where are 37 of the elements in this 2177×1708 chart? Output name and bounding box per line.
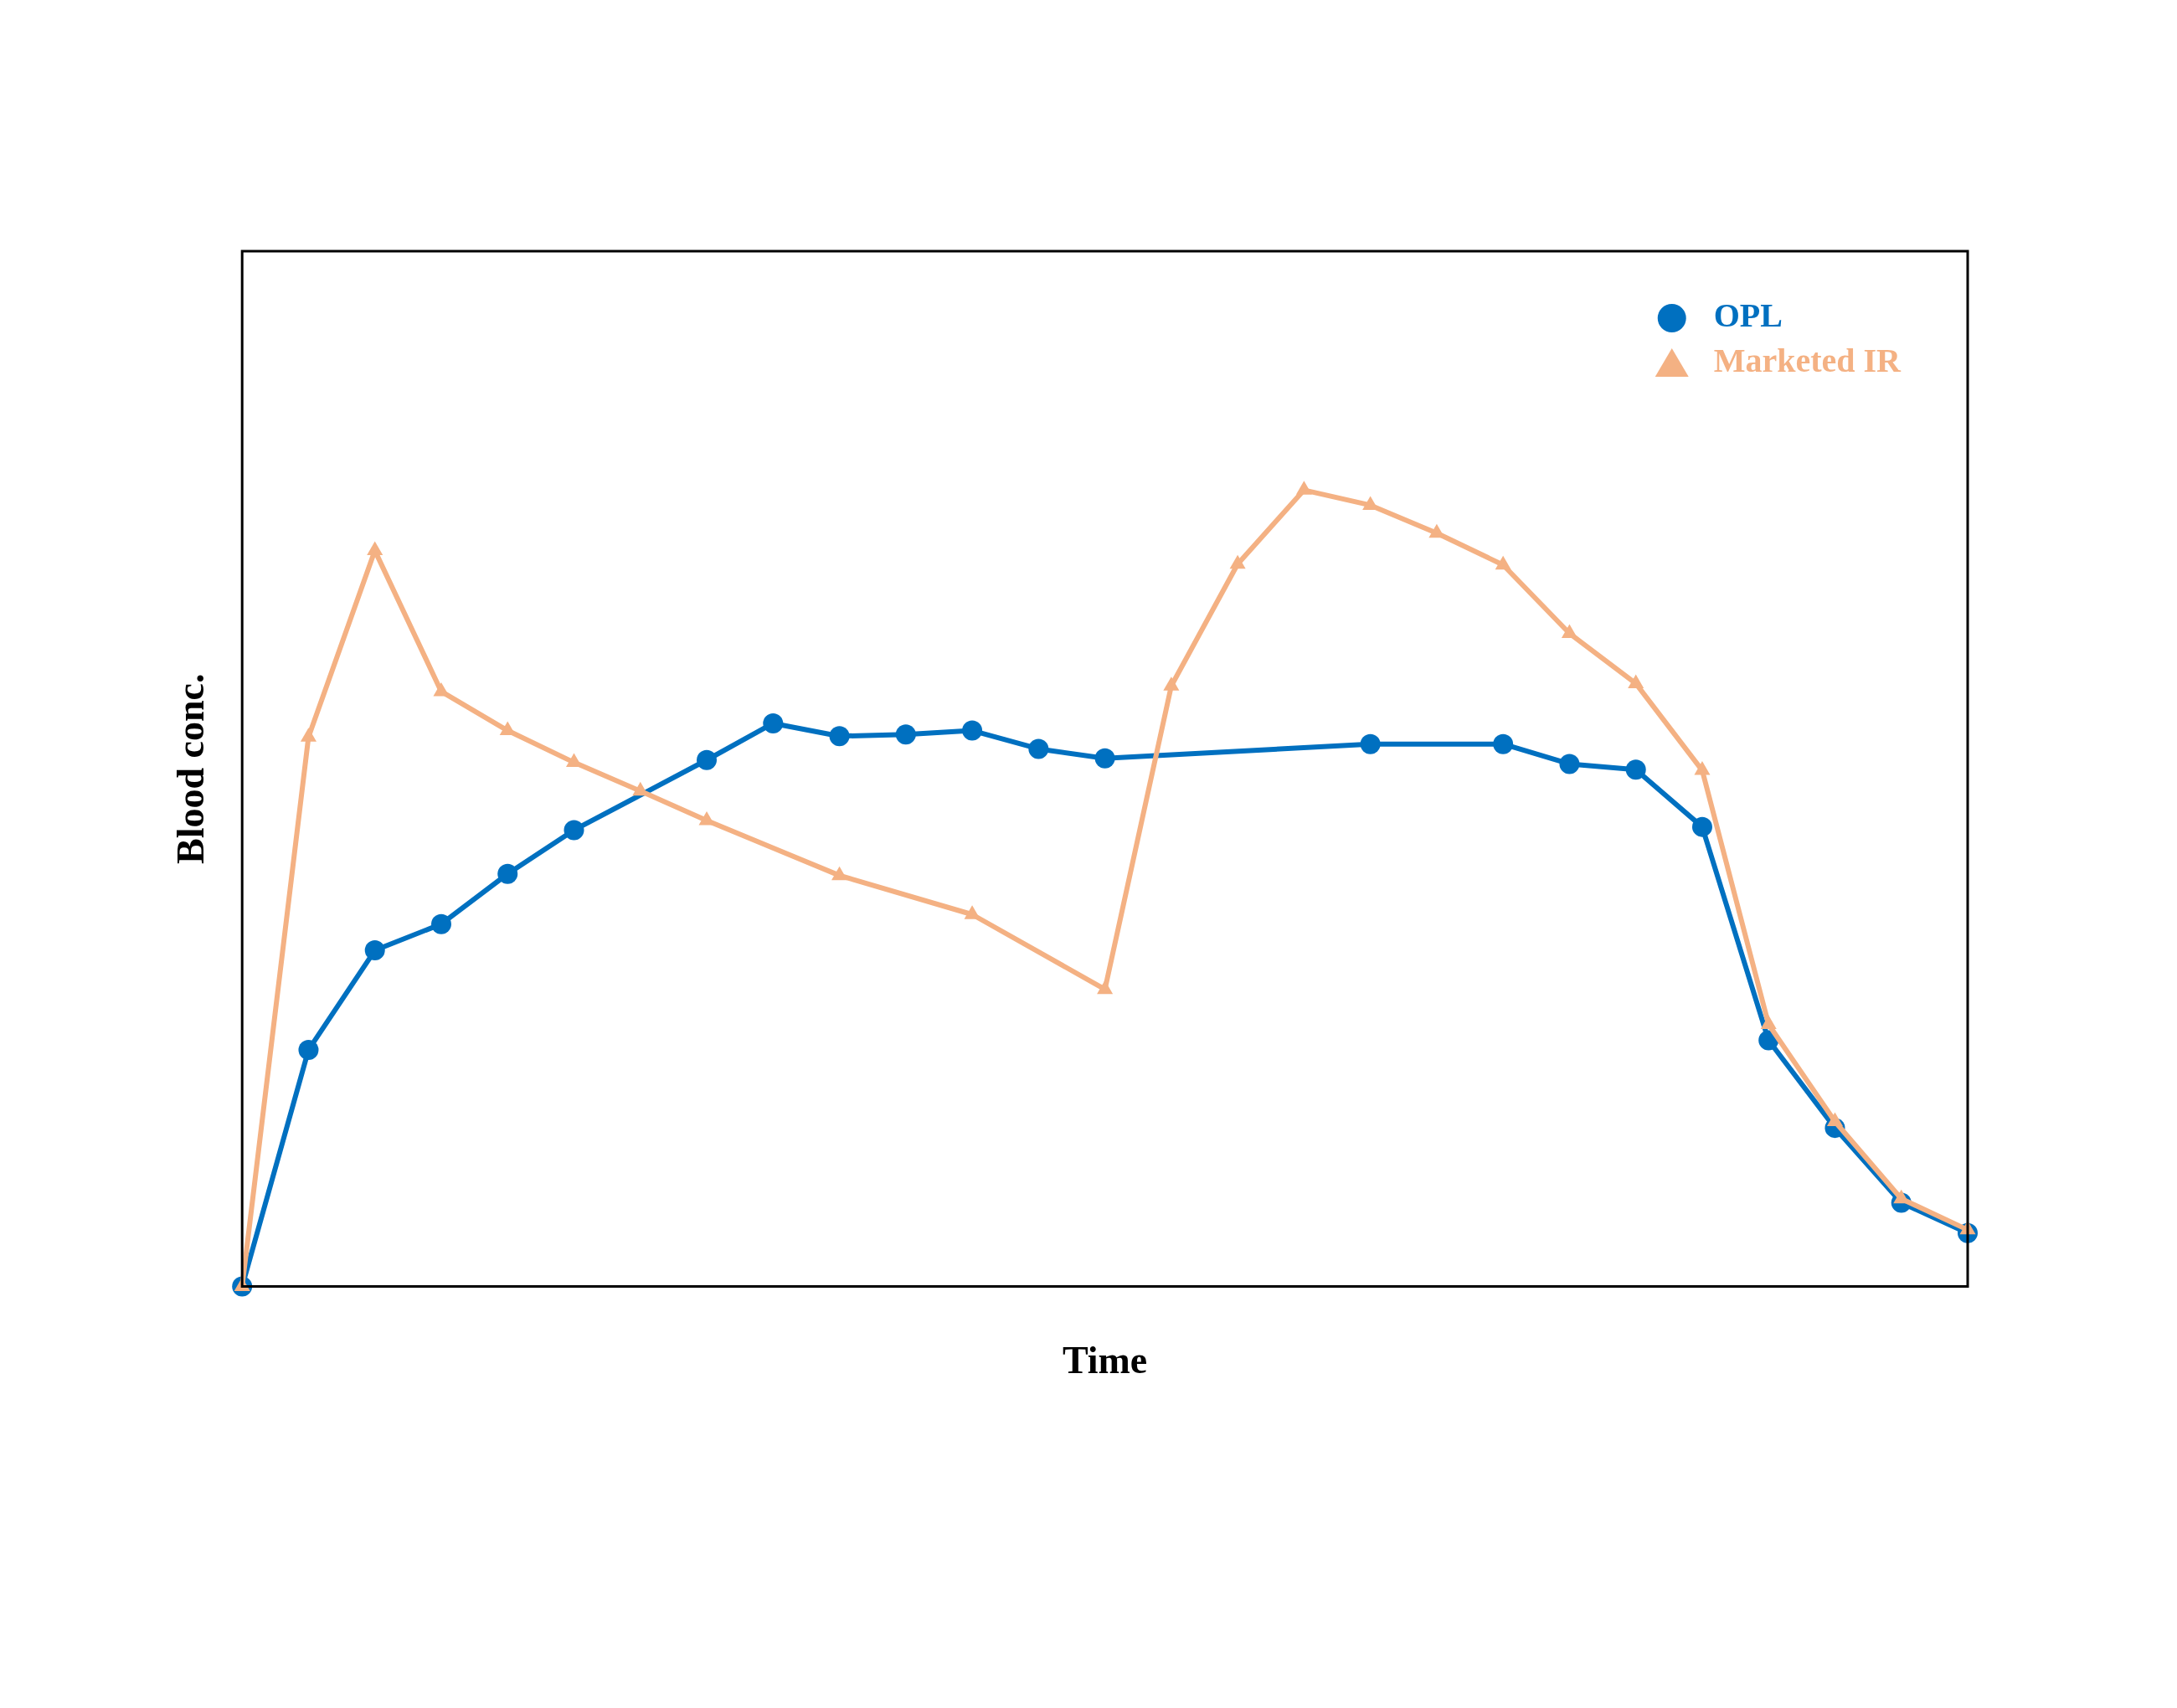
point — [632, 781, 649, 796]
point — [1360, 733, 1381, 754]
point — [1028, 738, 1049, 759]
point — [1094, 748, 1115, 769]
point — [1561, 624, 1577, 639]
point — [964, 905, 980, 919]
point — [430, 913, 451, 934]
point — [364, 940, 385, 961]
point — [895, 724, 916, 745]
point — [1428, 523, 1445, 538]
point — [497, 863, 518, 884]
point — [763, 713, 784, 733]
point — [1295, 481, 1312, 495]
point — [1163, 677, 1180, 691]
point — [1625, 759, 1646, 780]
point — [962, 720, 983, 741]
point — [1559, 754, 1580, 774]
point — [1495, 555, 1511, 570]
point — [367, 541, 383, 556]
point — [1691, 816, 1712, 837]
legend-label: Marketed IR — [1713, 342, 1902, 380]
y-axis-title: Blood conc. — [169, 673, 213, 864]
point — [831, 866, 848, 881]
point — [433, 682, 450, 697]
point — [698, 811, 715, 826]
point — [1694, 761, 1711, 775]
point — [564, 820, 584, 841]
point — [1628, 674, 1644, 688]
point — [1493, 733, 1514, 754]
point — [697, 749, 718, 770]
point — [298, 1039, 319, 1060]
point — [499, 721, 516, 736]
x-axis-title: Time — [1062, 1339, 1148, 1382]
point — [1229, 554, 1246, 569]
point — [829, 726, 850, 747]
point — [300, 728, 317, 742]
legend-label: OPL — [1713, 296, 1783, 335]
